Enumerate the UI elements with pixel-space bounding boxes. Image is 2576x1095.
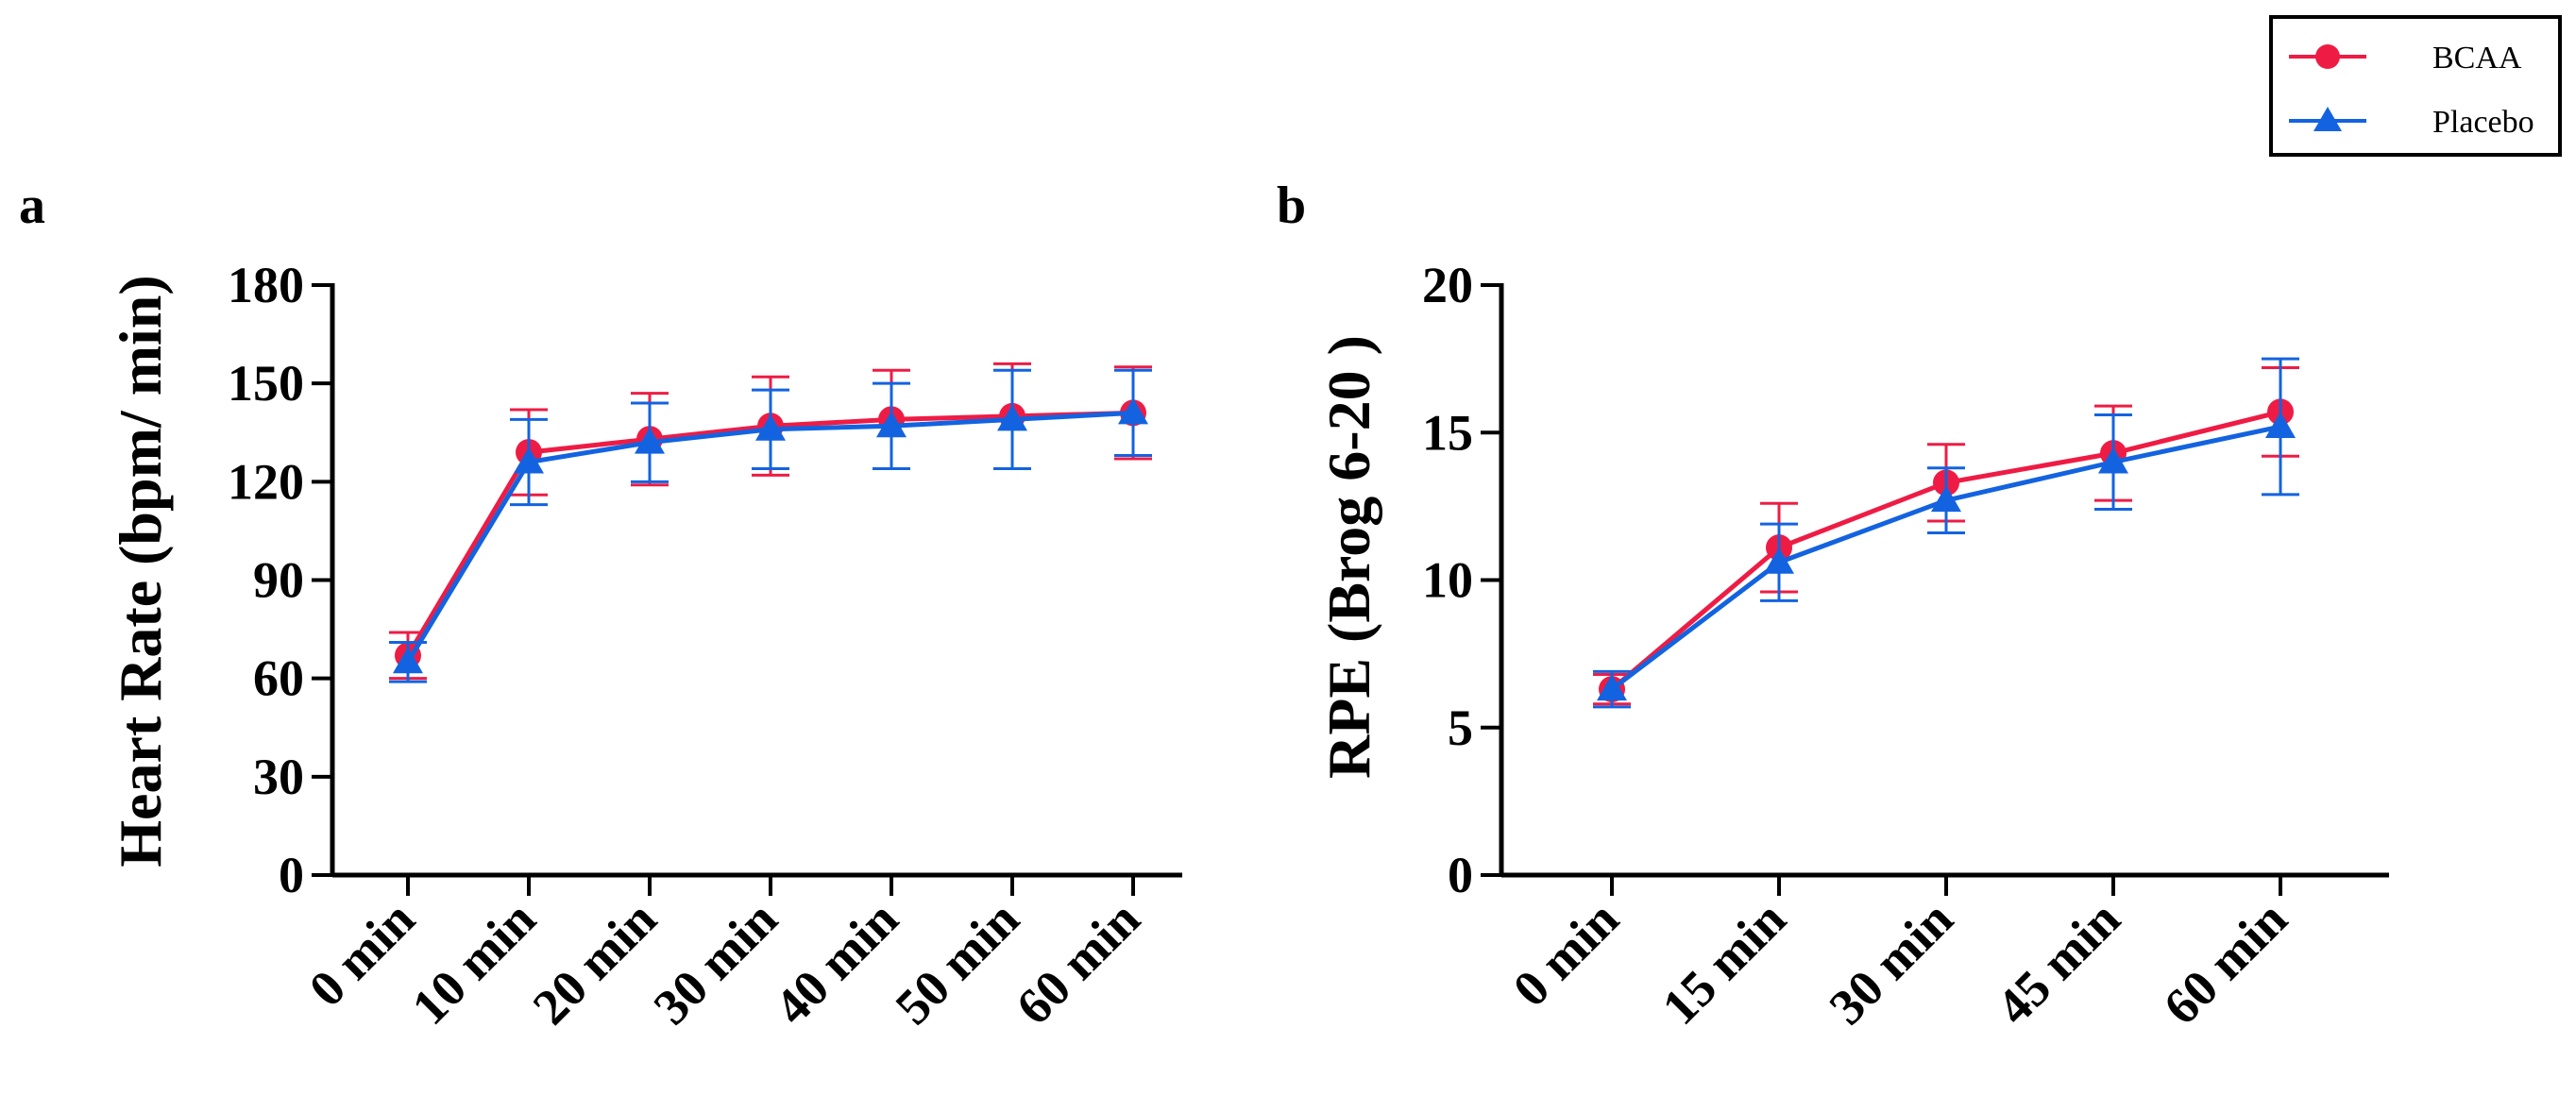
y-tick-label: 150 xyxy=(228,355,304,412)
legend-box xyxy=(2269,15,2562,157)
data-point xyxy=(755,413,786,441)
legend-entry-bcaa: BCAA xyxy=(2289,41,2522,76)
x-tick-label: 20 min xyxy=(522,890,668,1036)
data-point xyxy=(514,446,544,474)
legend-placebo-marker xyxy=(2313,107,2342,131)
y-tick-label: 0 xyxy=(279,847,304,903)
legend-bcaa-label: BCAA xyxy=(2432,41,2522,76)
x-tick-label: 40 min xyxy=(764,890,909,1036)
x-tick-label: 30 min xyxy=(643,890,788,1036)
y-tick-label: 60 xyxy=(253,650,304,707)
data-point xyxy=(876,411,907,438)
x-tick-label: 50 min xyxy=(885,890,1030,1036)
series-bcaa xyxy=(1593,366,2299,706)
legend-bcaa-marker xyxy=(2315,44,2340,69)
data-point xyxy=(1931,485,1961,513)
panel-a: a Heart Rate (bpm/ min) 0 30 60 90 120 150 180… xyxy=(19,177,1182,1036)
x-tick-label: 60 min xyxy=(2153,890,2298,1036)
x-tick-label: 15 min xyxy=(1652,890,1797,1036)
series-placebo xyxy=(1593,357,2299,709)
x-tick-label: 30 min xyxy=(1819,890,1964,1036)
data-point xyxy=(1597,674,1627,701)
panel-a-letter: a xyxy=(19,177,45,235)
y-tick-label: 20 xyxy=(1422,257,1473,313)
panel-b: b RPE (Brog 6-20 ) 0 5 10 15 20 0 min 15 min 30… xyxy=(1277,177,2389,1036)
data-point xyxy=(2098,446,2128,474)
x-tick-label: 0 min xyxy=(1502,890,1630,1018)
series-placebo xyxy=(389,368,1152,683)
legend-entry-placebo: Placebo xyxy=(2289,105,2534,140)
y-tick-label: 5 xyxy=(1448,699,1473,756)
x-tick-label: 45 min xyxy=(1986,890,2131,1036)
panel-b-letter: b xyxy=(1277,177,1306,235)
y-tick-label: 120 xyxy=(228,453,304,510)
data-point xyxy=(635,427,665,454)
data-point xyxy=(1764,547,1794,574)
panel-a-y-axis-title: Heart Rate (bpm/ min) xyxy=(107,275,174,867)
y-tick-label: 0 xyxy=(1448,847,1473,903)
y-tick-label: 90 xyxy=(253,552,304,609)
x-tick-label: 60 min xyxy=(1006,890,1151,1036)
y-tick-label: 30 xyxy=(253,749,304,805)
x-tick-label: 10 min xyxy=(401,890,547,1036)
y-tick-label: 10 xyxy=(1422,552,1473,609)
y-tick-label: 180 xyxy=(228,257,304,313)
data-point xyxy=(997,404,1027,431)
legend: BCAA Placebo xyxy=(2269,15,2562,157)
legend-placebo-label: Placebo xyxy=(2432,105,2534,140)
data-point xyxy=(2265,412,2296,438)
y-tick-label: 15 xyxy=(1422,404,1473,461)
panel-b-y-axis-title: RPE (Brog 6-20 ) xyxy=(1315,335,1382,779)
data-point xyxy=(393,647,423,674)
data-point xyxy=(1118,397,1148,425)
